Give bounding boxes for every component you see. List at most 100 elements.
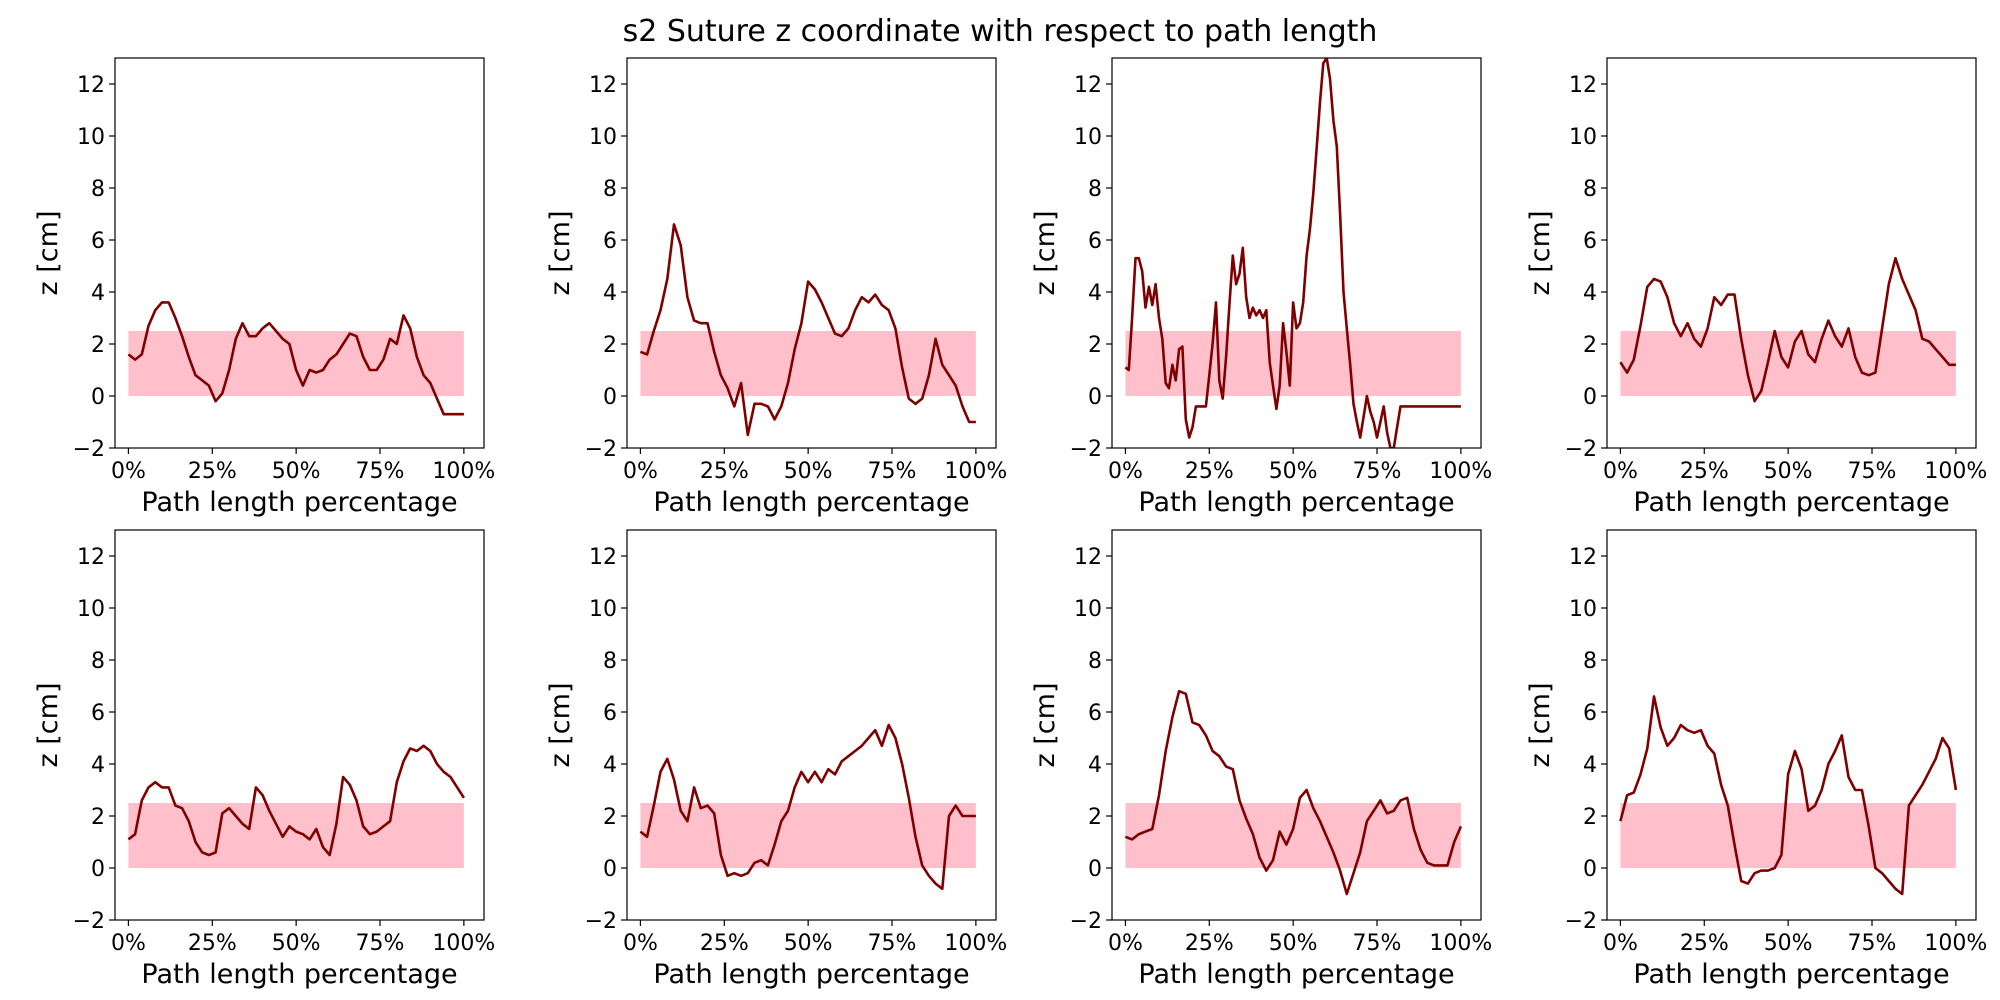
series-line xyxy=(1619,695,1958,896)
x-tick-label: 0% xyxy=(1603,459,1638,484)
x-tick-label: 100% xyxy=(432,931,495,956)
y-tick-label: −2 xyxy=(1070,437,1102,462)
x-tick-label: 25% xyxy=(700,931,749,956)
x-tick-label: 75% xyxy=(1848,931,1897,956)
y-tick-label: 0 xyxy=(1583,857,1597,882)
x-tick-label: 0% xyxy=(1108,931,1143,956)
series-line xyxy=(1124,689,1463,896)
x-tick-label: 0% xyxy=(1603,931,1638,956)
axes-frame xyxy=(626,529,997,921)
axes-frame xyxy=(114,529,485,921)
x-tick-label: 25% xyxy=(188,459,237,484)
y-tick-label: 4 xyxy=(91,753,105,778)
y-axis-label: z [cm] xyxy=(1525,211,1556,296)
x-tick-label: 0% xyxy=(111,459,146,484)
y-tick-label: 0 xyxy=(1583,385,1597,410)
x-tick-label: 50% xyxy=(1764,459,1813,484)
x-tick-label: 25% xyxy=(188,931,237,956)
x-tick-label: 50% xyxy=(784,459,833,484)
x-tick-label: 25% xyxy=(700,459,749,484)
x-tick-label: 25% xyxy=(1185,459,1234,484)
subplot-5: 0% 25% 50% 75% 100% −2 0 2 4 6 8 10 12 Path length pe… xyxy=(33,529,495,990)
y-axis-label: z [cm] xyxy=(545,211,576,296)
y-tick-label: 0 xyxy=(1088,385,1102,410)
y-tick-label: 8 xyxy=(91,649,105,674)
y-tick-label: 2 xyxy=(603,805,617,830)
y-tick-label: 12 xyxy=(77,545,105,570)
x-tick-label: 0% xyxy=(623,459,658,484)
series-line xyxy=(127,744,465,857)
x-tick-label: 50% xyxy=(1764,931,1813,956)
axes-frame xyxy=(114,57,485,449)
axes-frame xyxy=(1111,529,1482,921)
y-tick-label: 10 xyxy=(77,125,105,150)
target-band xyxy=(1125,331,1461,396)
series-line xyxy=(1619,256,1956,403)
y-tick-label: 12 xyxy=(589,545,617,570)
x-tick-label: 25% xyxy=(1680,459,1729,484)
x-axis-label: Path length percentage xyxy=(1633,959,1949,990)
y-tick-label: 12 xyxy=(1569,545,1597,570)
axes-frame xyxy=(1111,57,1482,449)
x-tick-label: 25% xyxy=(1185,931,1234,956)
y-tick-label: −2 xyxy=(1070,909,1102,934)
y-axis-label: z [cm] xyxy=(33,683,64,768)
x-tick-label: 75% xyxy=(356,459,405,484)
figure-title: s2 Suture z coordinate with respect to p… xyxy=(623,14,1378,49)
subplot-8: 0% 25% 50% 75% 100% −2 0 2 4 6 8 10 12 Path length pe… xyxy=(1525,529,1987,990)
y-tick-label: 0 xyxy=(603,857,617,882)
x-tick-label: 75% xyxy=(1353,459,1402,484)
x-axis-label: Path length percentage xyxy=(141,487,457,518)
y-tick-label: 8 xyxy=(91,177,105,202)
y-axis-label: z [cm] xyxy=(33,211,64,296)
subplot-3: 0% 25% 50% 75% 100% −2 0 2 4 6 8 10 12 Path length pe… xyxy=(1030,57,1492,518)
y-tick-label: 8 xyxy=(1088,177,1102,202)
x-tick-label: 100% xyxy=(1924,459,1987,484)
y-tick-label: 10 xyxy=(1074,125,1102,150)
target-band xyxy=(1125,803,1461,868)
y-tick-label: 2 xyxy=(91,805,105,830)
y-tick-label: 6 xyxy=(603,229,617,254)
y-tick-label: 6 xyxy=(91,701,105,726)
y-tick-label: 10 xyxy=(1569,125,1597,150)
y-tick-label: −2 xyxy=(1565,437,1597,462)
y-axis-label: z [cm] xyxy=(1525,683,1556,768)
y-tick-label: 0 xyxy=(91,385,105,410)
y-tick-label: 10 xyxy=(1569,597,1597,622)
y-tick-label: 4 xyxy=(1583,753,1597,778)
y-axis-label: z [cm] xyxy=(1030,683,1061,768)
y-tick-label: 4 xyxy=(1088,753,1102,778)
y-tick-label: 10 xyxy=(1074,597,1102,622)
y-tick-label: 6 xyxy=(603,701,617,726)
x-axis-label: Path length percentage xyxy=(1633,487,1949,518)
y-tick-label: 2 xyxy=(1583,333,1597,358)
y-tick-label: 2 xyxy=(1088,333,1102,358)
y-tick-label: 0 xyxy=(603,385,617,410)
subplot-7: 0% 25% 50% 75% 100% −2 0 2 4 6 8 10 12 Path length pe… xyxy=(1030,529,1492,990)
y-tick-label: 4 xyxy=(603,753,617,778)
x-tick-label: 75% xyxy=(1353,931,1402,956)
y-tick-label: 6 xyxy=(1088,229,1102,254)
x-tick-label: 100% xyxy=(944,459,1007,484)
y-tick-label: 2 xyxy=(91,333,105,358)
y-tick-label: 2 xyxy=(603,333,617,358)
target-band xyxy=(640,331,976,396)
x-tick-label: 50% xyxy=(272,459,321,484)
x-axis-label: Path length percentage xyxy=(141,959,457,990)
x-tick-label: 50% xyxy=(784,931,833,956)
y-tick-label: 12 xyxy=(589,73,617,98)
y-tick-label: 2 xyxy=(1583,805,1597,830)
y-tick-label: 8 xyxy=(1583,649,1597,674)
series-line xyxy=(127,301,464,416)
y-tick-label: 4 xyxy=(1088,281,1102,306)
x-axis-label: Path length percentage xyxy=(1138,959,1454,990)
y-tick-label: 0 xyxy=(1088,857,1102,882)
x-tick-label: 75% xyxy=(868,931,917,956)
y-tick-label: 12 xyxy=(1569,73,1597,98)
y-tick-label: −2 xyxy=(1565,909,1597,934)
y-axis-label: z [cm] xyxy=(545,683,576,768)
y-tick-label: 10 xyxy=(589,597,617,622)
x-tick-label: 50% xyxy=(272,931,321,956)
x-tick-label: 100% xyxy=(432,459,495,484)
y-tick-label: 8 xyxy=(603,177,617,202)
